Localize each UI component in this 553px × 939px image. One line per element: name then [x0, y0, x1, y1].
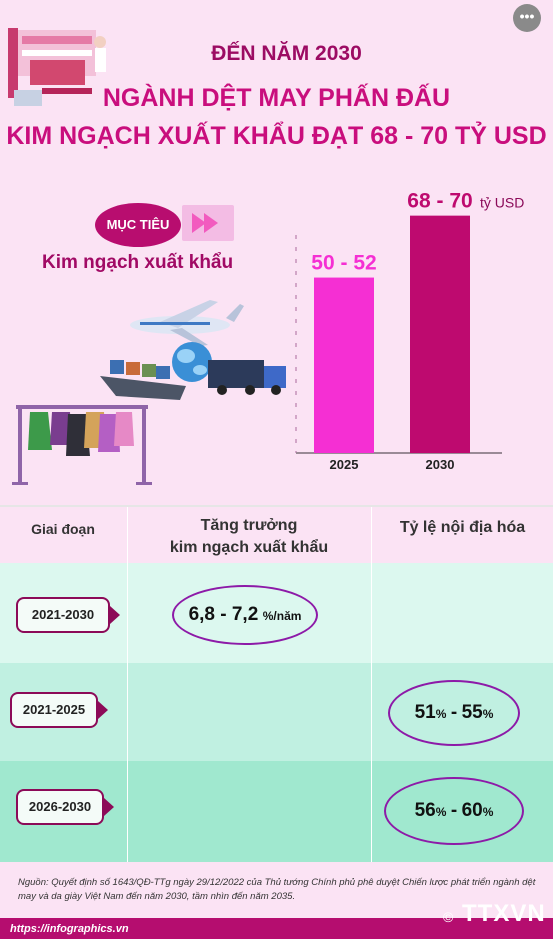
period-label: 2026-2030	[28, 799, 92, 814]
table-row: 2021-2025 51% - 55%	[0, 663, 553, 761]
ttxvn-logo: TTXVN	[462, 900, 546, 927]
period-badge: 2021-2030	[16, 597, 120, 633]
column-divider	[127, 507, 128, 862]
header-line3: KIM NGẠCH XUẤT KHẨU ĐẠT 68 - 70 TỶ USD	[6, 122, 547, 150]
copyright-symbol: ©	[443, 909, 454, 925]
localization-min: 51	[414, 702, 436, 723]
table-row: 2026-2030 56% - 60%	[0, 761, 553, 862]
bar-2025	[314, 277, 374, 453]
divider	[0, 505, 553, 507]
header-period: Giai đoạn	[31, 521, 95, 537]
arrow-icon	[98, 701, 108, 719]
growth-oval: 6,8 - 7,2 %/năm	[172, 585, 318, 645]
unit-label: tỷ USD	[480, 195, 524, 211]
truck-illustration	[208, 360, 286, 395]
cargo-ship-illustration	[100, 360, 186, 400]
header-line2: NGÀNH DỆT MAY PHẤN ĐẤU	[102, 84, 451, 112]
percent-sign: %	[435, 805, 447, 819]
source-section: Nguồn: Quyết định số 1643/QĐ-TTg ngày 29…	[0, 862, 553, 920]
percent-sign: %	[482, 805, 494, 819]
table-row: 2021-2030 6,8 - 7,2 %/năm	[0, 563, 553, 663]
arrow-icon	[104, 798, 114, 816]
period-badge: 2026-2030	[16, 789, 114, 825]
data-label: 68 - 70	[407, 190, 472, 213]
tick-label: 2030	[426, 457, 455, 472]
footer-bar: https://infographics.vn	[0, 918, 553, 939]
header-localization: Tỷ lệ nội địa hóa	[399, 519, 526, 536]
range-dash: -	[450, 702, 458, 723]
range-dash: -	[450, 800, 458, 821]
export-bar-chart: 50 - 52 2025 68 - 70 2030 tỷ USD	[295, 190, 524, 472]
tick-label: 2025	[330, 457, 359, 472]
clothes-rack-illustration	[12, 405, 152, 485]
localization-min: 56	[414, 800, 436, 821]
arrow-icon	[110, 606, 120, 624]
fast-forward-icon	[182, 205, 234, 241]
period-badge: 2021-2025	[10, 692, 108, 728]
column-divider	[371, 507, 372, 862]
airplane-illustration	[130, 300, 244, 346]
percent-sign: %	[435, 707, 447, 721]
table-header: Giai đoạn Tăng trưởng kim ngạch xuất khẩ…	[0, 507, 553, 563]
illustration-layer	[8, 28, 286, 485]
textile-machine-illustration	[8, 28, 106, 106]
target-label: Kim ngạch xuất khẩu	[42, 252, 234, 273]
header-growth-line1: Tăng trưởng	[200, 517, 298, 534]
infographics-link[interactable]: https://infographics.vn	[10, 923, 129, 935]
source-note: Nguồn: Quyết định số 1643/QĐ-TTg ngày 29…	[18, 877, 536, 902]
localization-max: 60	[461, 800, 483, 821]
localization-oval: 56% - 60%	[384, 777, 524, 845]
header-line1: ĐẾN NĂM 2030	[211, 42, 362, 65]
bar-2030	[410, 215, 470, 453]
localization-oval: 51% - 55%	[388, 680, 520, 746]
header-growth: Tăng trưởng kim ngạch xuất khẩu	[128, 515, 370, 559]
target-badge: MỤC TIÊU	[95, 203, 181, 247]
localization-max: 55	[461, 702, 483, 723]
growth-unit: %/năm	[262, 609, 302, 623]
period-label: 2021-2025	[22, 702, 86, 717]
globe-illustration	[172, 342, 212, 382]
percent-sign: %	[482, 707, 494, 721]
header-growth-line2: kim ngạch xuất khẩu	[169, 539, 329, 556]
growth-value: 6,8 - 7,2	[188, 604, 259, 625]
data-label: 50 - 52	[311, 252, 376, 275]
more-options-button[interactable]: •••	[513, 4, 541, 32]
period-label: 2021-2030	[31, 607, 95, 622]
